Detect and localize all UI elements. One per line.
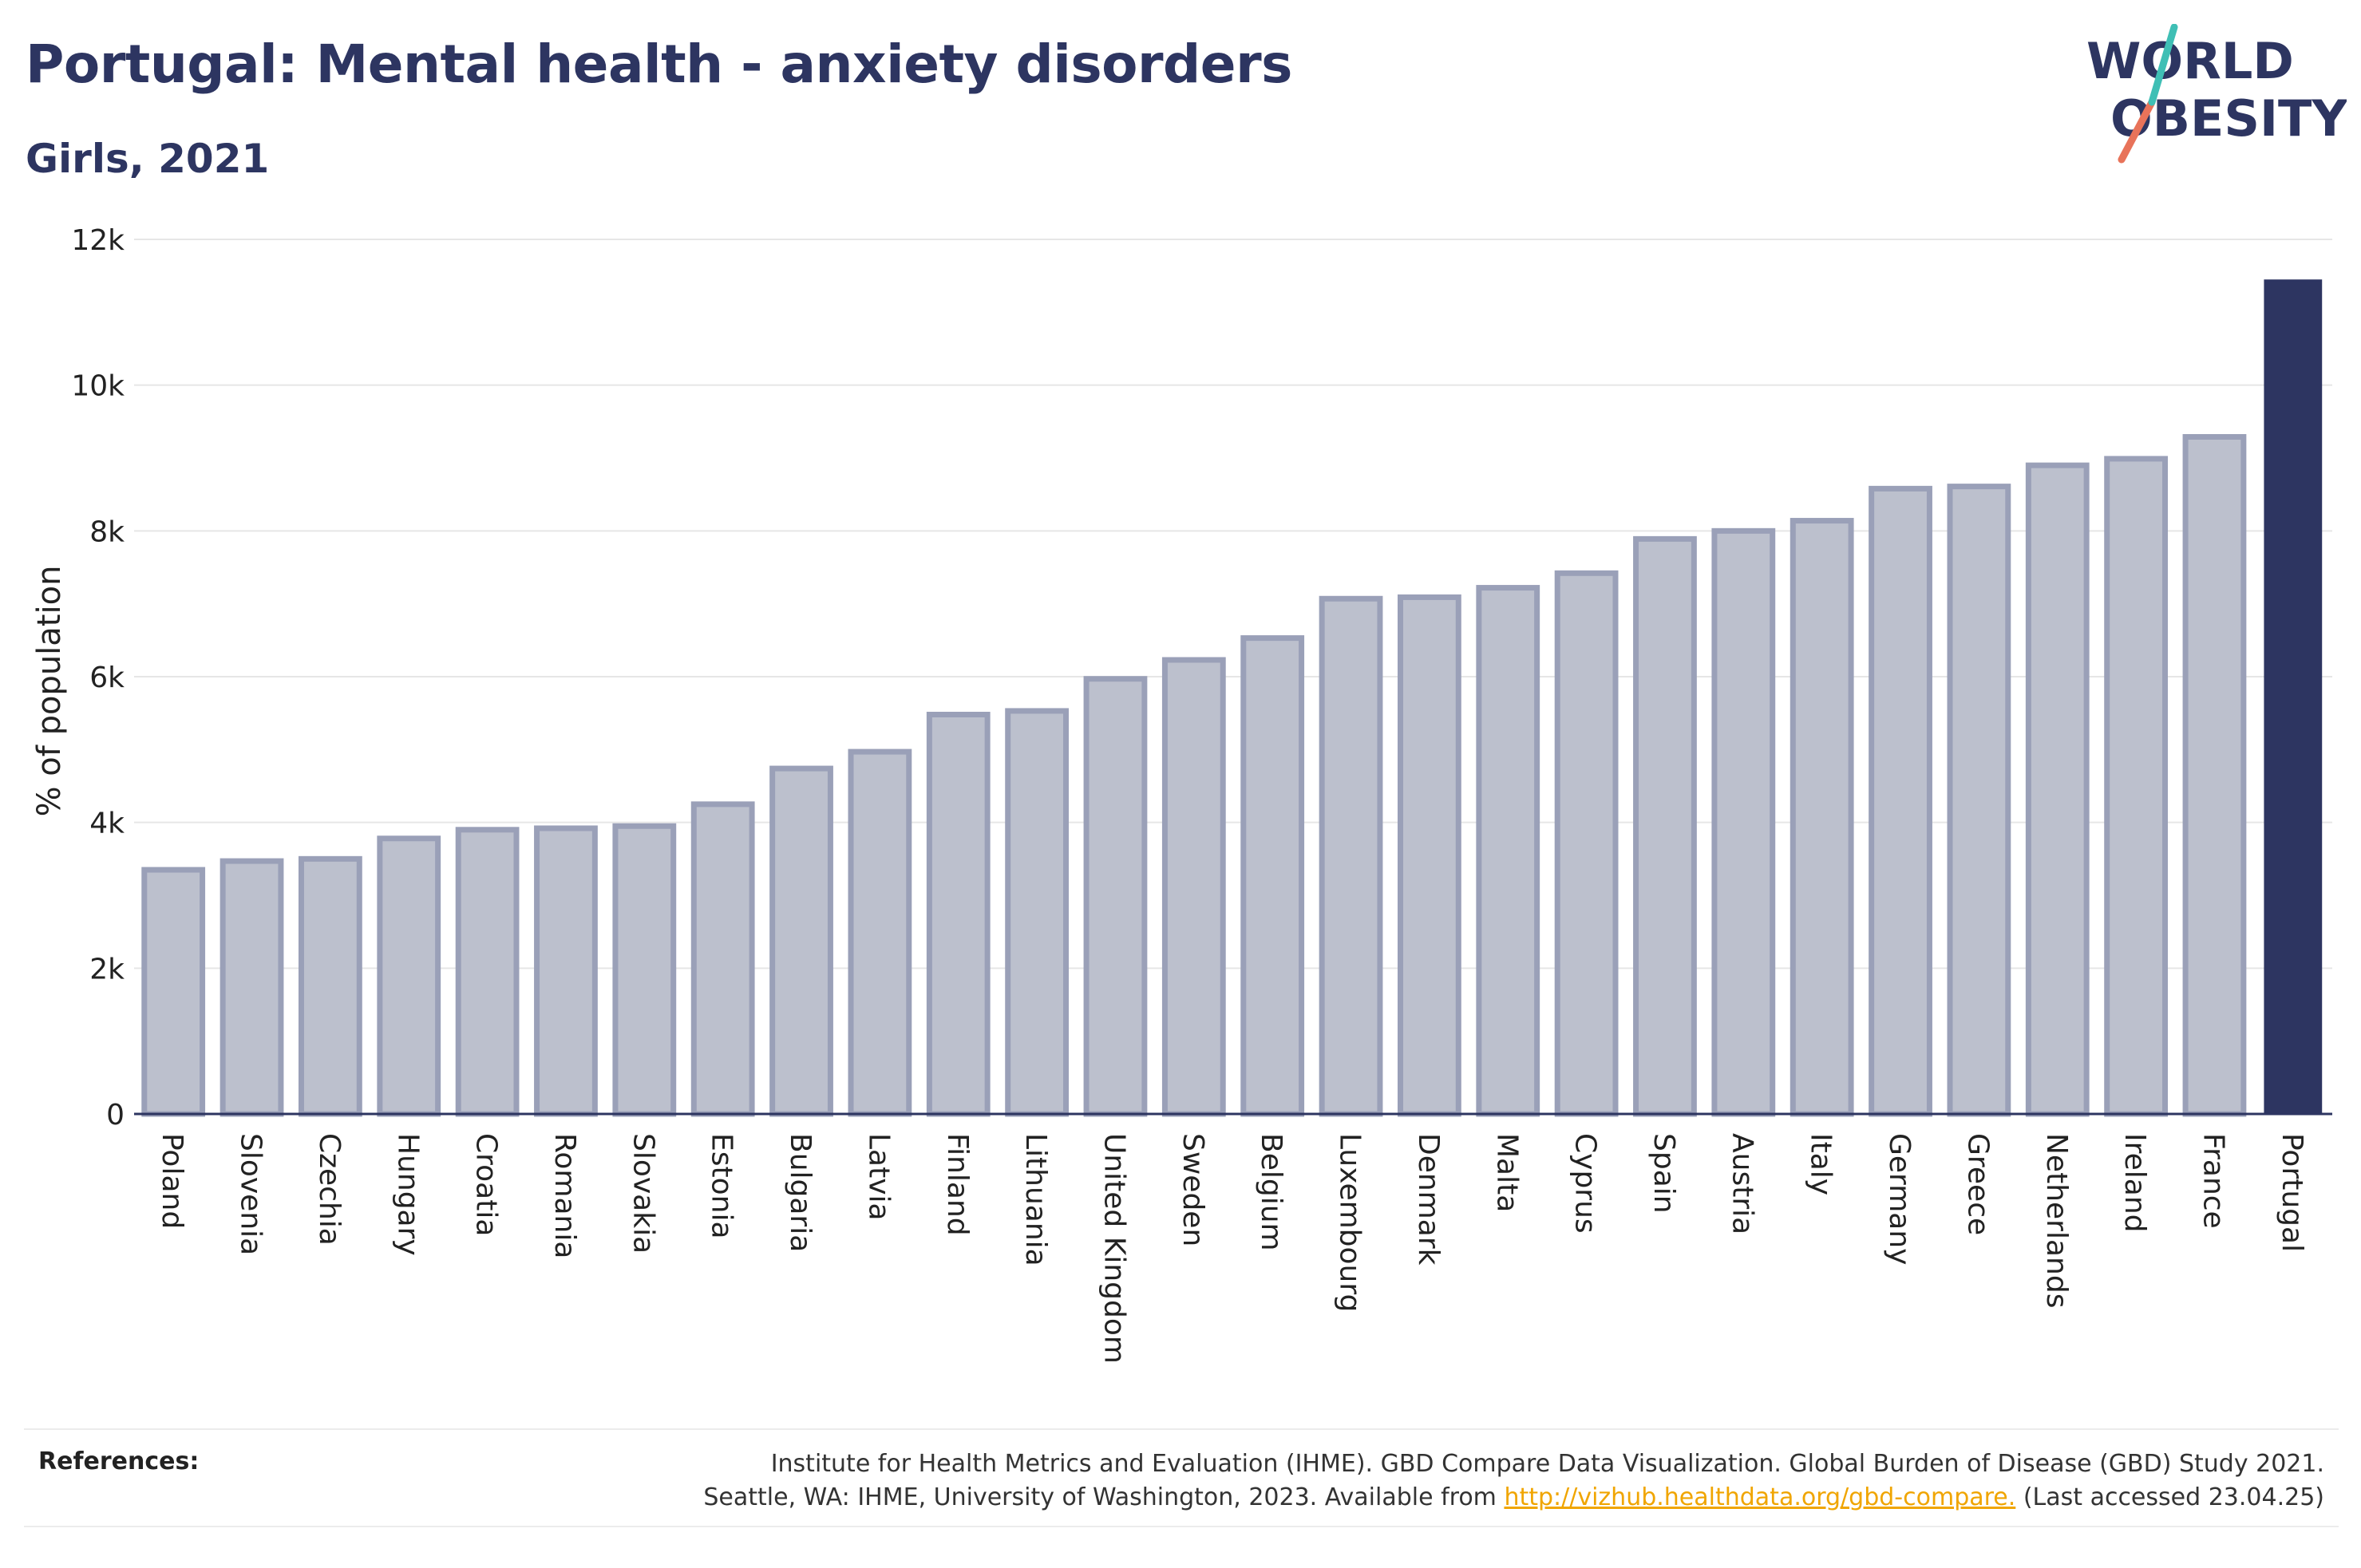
world-obesity-logo: WORLD OBESITY (2086, 24, 2347, 164)
bar-luxembourg (1319, 595, 1383, 1117)
logo-line1: WORLD (2086, 32, 2294, 90)
bar-bulgaria (769, 765, 833, 1117)
chart-subtitle: Girls, 2021 (26, 136, 270, 182)
x-tick-label-austria: Austria (1726, 1133, 1758, 1234)
bar-france (2182, 434, 2247, 1117)
bar-sweden (1161, 657, 1226, 1117)
bar-cyprus (1554, 570, 1619, 1117)
x-tick-label-italy: Italy (1805, 1133, 1837, 1195)
chart-title: Portugal: Mental health - anxiety disord… (26, 34, 1292, 95)
x-tick-label-poland: Poland (156, 1133, 188, 1229)
x-tick-label-latvia: Latvia (862, 1133, 895, 1221)
x-tick-label-spain: Spain (1647, 1133, 1680, 1214)
bar-spain (1633, 535, 1697, 1117)
bar-romania (534, 825, 598, 1117)
y-tick-label: 4k (89, 808, 125, 840)
x-tick-label-cyprus: Cyprus (1569, 1133, 1602, 1234)
x-tick-label-germany: Germany (1883, 1133, 1916, 1265)
x-axis-labels: Poland Slovenia Czechia Hungary Croatia Roman… (156, 1133, 2308, 1364)
y-tick-label: 0 (106, 1099, 125, 1132)
x-tick-label-slovenia: Slovenia (235, 1133, 267, 1255)
x-tick-label-finland: Finland (941, 1133, 974, 1236)
references-line2-suffix: (Last accessed 23.04.25) (2015, 1483, 2324, 1511)
x-tick-label-united-kingdom: United Kingdom (1097, 1133, 1130, 1364)
x-tick-label-malta: Malta (1490, 1133, 1523, 1212)
references-box: References: Institute for Health Metrics… (24, 1428, 2339, 1527)
x-tick-label-france: France (2197, 1133, 2229, 1229)
x-tick-label-ireland: Ireland (2118, 1133, 2151, 1233)
bars (141, 279, 2323, 1117)
bar-hungary (377, 835, 441, 1117)
x-tick-label-croatia: Croatia (470, 1133, 503, 1236)
bar-croatia (455, 827, 520, 1117)
bar-slovenia (219, 858, 284, 1117)
x-tick-label-greece: Greece (1961, 1133, 1994, 1235)
bar-united-kingdom (1083, 676, 1148, 1117)
x-tick-label-portugal: Portugal (2276, 1133, 2308, 1252)
bar-denmark (1398, 594, 1461, 1117)
bar-germany (1869, 485, 1932, 1117)
x-tick-label-lithuania: Lithuania (1019, 1133, 1052, 1266)
references-line2: Seattle, WA: IHME, University of Washing… (703, 1481, 2324, 1515)
logo-slash-coral (2118, 98, 2156, 164)
bar-latvia (848, 748, 912, 1117)
bar-estonia (690, 801, 755, 1117)
bar-chart: 0 2k 4k 6k 8k 10k 12k Poland Slovenia Czechia Hun… (31, 224, 2332, 1364)
references-link[interactable]: http://vizhub.healthdata.org/gbd-compare… (1504, 1483, 2016, 1511)
x-tick-label-sweden: Sweden (1177, 1133, 1209, 1246)
y-tick-label: 2k (89, 953, 125, 985)
references-line1: Institute for Health Metrics and Evaluat… (770, 1450, 2324, 1478)
references-label: References: (38, 1448, 200, 1475)
bar-lithuania (1005, 708, 1069, 1117)
x-tick-label-czechia: Czechia (313, 1133, 346, 1246)
bar-netherlands (2025, 462, 2090, 1117)
y-axis-ticks: 0 2k 4k 6k 8k 10k 12k (71, 224, 125, 1132)
x-tick-label-bulgaria: Bulgaria (784, 1133, 817, 1252)
logo-slash-teal (2148, 24, 2178, 106)
x-tick-label-hungary: Hungary (391, 1133, 424, 1256)
bar-finland (926, 711, 991, 1117)
bar-slovakia (612, 823, 677, 1117)
y-tick-label: 8k (89, 515, 125, 548)
bar-malta (1476, 585, 1540, 1117)
bar-belgium (1240, 635, 1305, 1117)
bar-czechia (299, 855, 362, 1117)
bar-austria (1711, 527, 1776, 1117)
x-tick-label-slovakia: Slovakia (627, 1133, 659, 1254)
bar-italy (1790, 518, 1854, 1117)
x-tick-label-luxembourg: Luxembourg (1334, 1133, 1366, 1312)
bar-portugal (2264, 279, 2323, 1114)
y-tick-label: 10k (71, 370, 125, 403)
y-tick-label: 6k (89, 662, 125, 694)
bar-ireland (2104, 456, 2168, 1117)
bar-poland (141, 867, 206, 1117)
x-tick-label-denmark: Denmark (1412, 1133, 1445, 1266)
references-line2-prefix: Seattle, WA: IHME, University of Washing… (703, 1483, 1505, 1511)
x-tick-label-netherlands: Netherlands (2040, 1133, 2073, 1308)
references-text: Institute for Health Metrics and Evaluat… (703, 1448, 2324, 1515)
x-tick-label-estonia: Estonia (706, 1133, 738, 1239)
x-tick-label-belgium: Belgium (1255, 1133, 1287, 1251)
bar-greece (1947, 484, 2011, 1117)
y-tick-label: 12k (71, 224, 125, 257)
y-axis-label: % of population (31, 566, 68, 817)
x-tick-label-romania: Romania (548, 1133, 581, 1258)
